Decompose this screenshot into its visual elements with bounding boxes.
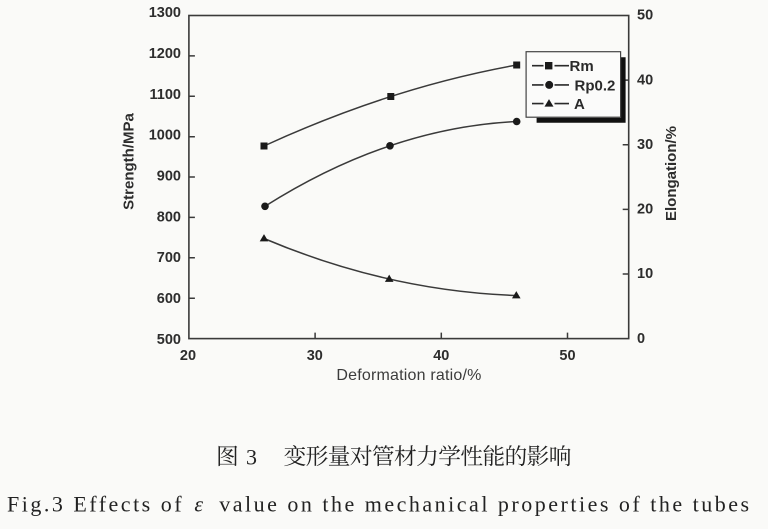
svg-text:Elongation/%: Elongation/% — [663, 126, 680, 221]
svg-text:40: 40 — [433, 348, 449, 364]
svg-text:1100: 1100 — [150, 87, 181, 103]
svg-text:3: 3 — [246, 444, 257, 469]
svg-text:0: 0 — [637, 331, 645, 347]
svg-text:50: 50 — [559, 348, 575, 364]
svg-text:30: 30 — [307, 348, 323, 364]
svg-text:Fig.3 Effects of ε value on th: Fig.3 Effects of ε value on the mechanic… — [7, 492, 752, 517]
svg-text:Rm: Rm — [570, 58, 594, 75]
svg-text:800: 800 — [157, 209, 181, 225]
svg-text:Strength/MPa: Strength/MPa — [121, 113, 138, 210]
svg-text:10: 10 — [637, 266, 653, 282]
svg-text:1200: 1200 — [149, 46, 181, 62]
svg-text:900: 900 — [157, 169, 181, 185]
svg-text:600: 600 — [157, 291, 181, 307]
svg-text:1000: 1000 — [149, 128, 181, 144]
svg-text:Rp0.2: Rp0.2 — [575, 77, 616, 94]
svg-text:20: 20 — [637, 202, 653, 218]
svg-text:50: 50 — [637, 8, 653, 24]
svg-text:40: 40 — [637, 72, 653, 88]
svg-text:Deformation ratio/%: Deformation ratio/% — [336, 367, 481, 384]
svg-text:A: A — [574, 96, 585, 113]
svg-text:20: 20 — [180, 348, 196, 364]
svg-text:30: 30 — [637, 137, 653, 153]
svg-text:1300: 1300 — [149, 5, 181, 21]
svg-text:500: 500 — [157, 332, 181, 348]
svg-text:700: 700 — [157, 250, 181, 266]
